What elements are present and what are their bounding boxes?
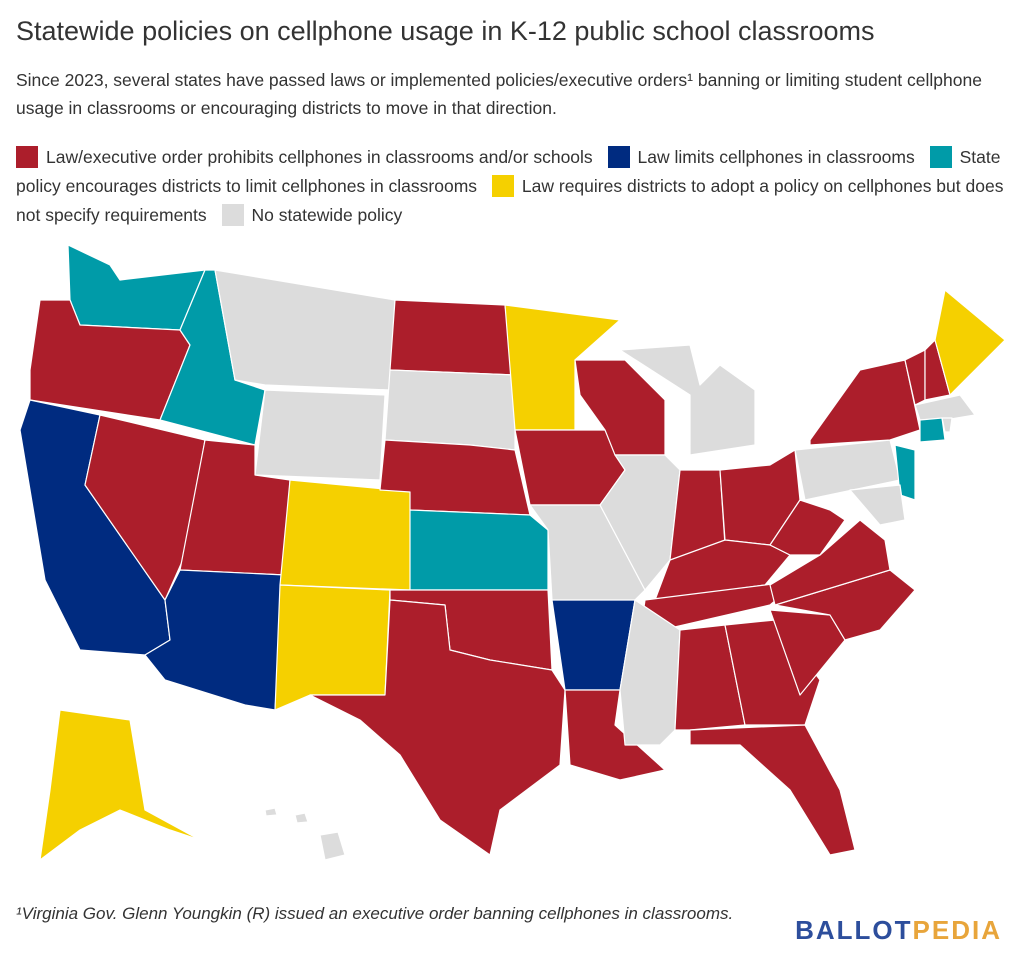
state [724,619,821,726]
state [254,389,386,481]
state [809,359,921,446]
legend-swatch [607,146,630,168]
state [689,724,856,856]
state [599,454,681,591]
legend-item: No statewide policy [221,204,403,226]
state [274,584,391,711]
legend-label: No statewide policy [251,205,403,225]
state [409,509,549,591]
brand-part: PEDIA [912,915,1002,945]
state [67,244,206,331]
state [214,269,396,391]
state [849,484,906,526]
state [919,417,946,443]
subtitle: Since 2023, several states have passed l… [16,70,982,118]
legend-swatch [16,146,38,168]
title: Statewide policies on cellphone usage in… [16,16,875,46]
brand-logo: BALLOTPEDIA [795,915,1002,946]
state [84,414,206,601]
state [914,394,976,421]
state [934,289,1006,396]
state [769,499,846,556]
state [294,812,309,824]
state [504,304,621,431]
legend-item: State policy encourages districts to lim… [16,146,1001,196]
footnote: ¹Virginia Gov. Glenn Youngkin (R) issued… [16,904,734,923]
legend-swatch [221,204,244,226]
legend-label: Law requires districts to adopt a policy… [16,176,1004,225]
legend: Law/executive order prohibits cellphones… [16,143,1016,230]
map [19,244,1006,861]
state [384,369,516,451]
legend-item: Law limits cellphones in classrooms [607,146,915,168]
state [674,624,746,731]
legend-item: Law/executive order prohibits cellphones… [16,146,593,168]
state [941,417,953,433]
state [389,299,516,376]
legend-label: Law limits cellphones in classrooms [637,147,915,167]
legend-swatch [929,146,952,168]
brand-part: BALLOT [795,915,913,945]
legend-item: Law requires districts to adopt a policy… [16,175,1004,225]
state [279,479,416,591]
legend-label: State policy encourages districts to lim… [16,147,1001,196]
state [39,709,201,861]
legend-swatch [491,175,514,197]
legend-label: Law/executive order prohibits cellphones… [46,147,593,167]
state [619,344,756,456]
state [319,831,346,861]
state [264,807,278,817]
